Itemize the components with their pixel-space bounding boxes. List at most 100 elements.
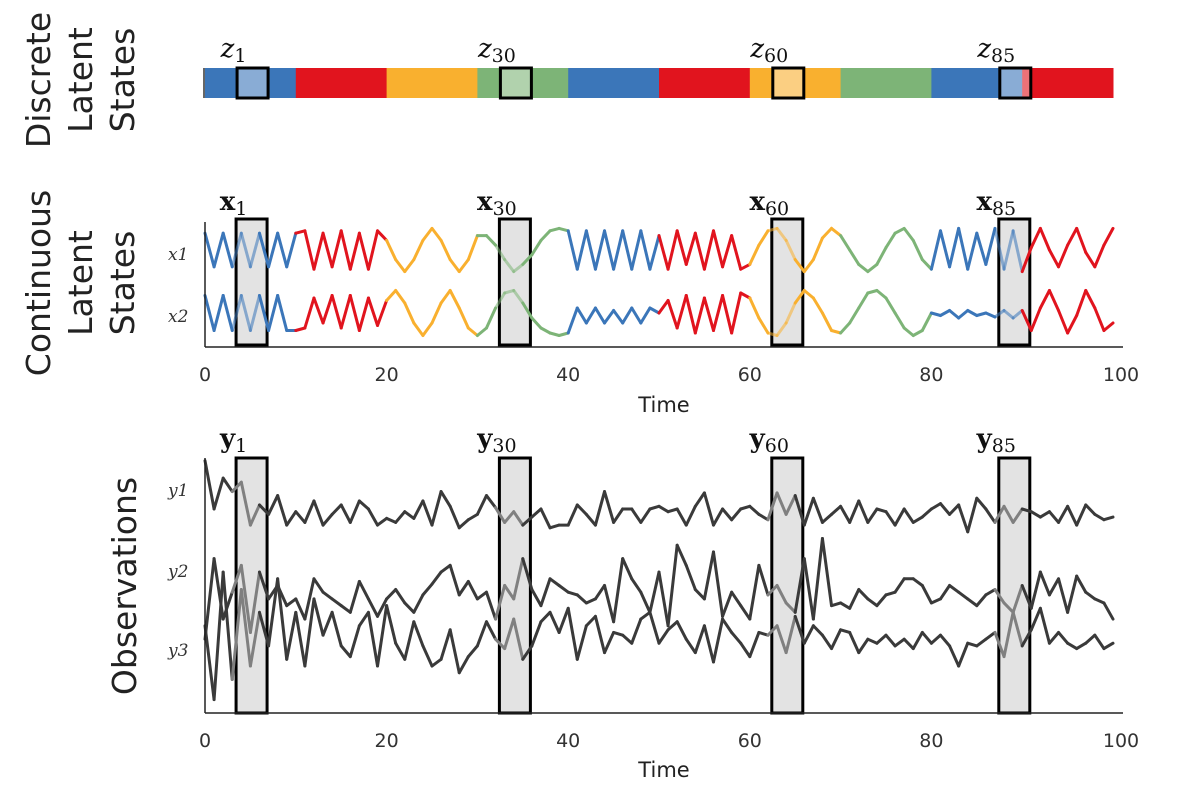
x-label-subscript-85: 85 — [992, 198, 1016, 220]
y1-segment-71 — [848, 499, 861, 524]
x2-segment-0 — [203, 294, 216, 332]
x1-segment-49 — [648, 234, 661, 271]
y3-segment-83 — [957, 641, 970, 668]
x1-segment-63 — [775, 226, 788, 242]
x2-segment-70 — [839, 321, 852, 335]
y2-segment-85 — [975, 593, 988, 608]
y3-segment-13 — [321, 610, 334, 637]
x2-segment-78 — [911, 329, 924, 337]
x1-segment-27 — [448, 258, 461, 274]
x1-segment-53 — [684, 231, 697, 266]
z-label-subscript-1: 1 — [234, 45, 246, 67]
y2-segment-21 — [394, 588, 407, 605]
y2-segment-67 — [811, 537, 824, 621]
y3-segment-48 — [639, 610, 652, 621]
x1-segment-90 — [1020, 246, 1033, 274]
x1-segment-12 — [312, 231, 325, 271]
y3-segment-32 — [494, 637, 507, 651]
observations-x-tick-60: 60 — [738, 730, 762, 752]
x2-segment-13 — [321, 294, 334, 325]
observations-x-tick-40: 40 — [556, 730, 580, 752]
y1-segment-66 — [802, 496, 815, 527]
x1-segment-92 — [1038, 226, 1051, 252]
y1-segment-92 — [1038, 510, 1051, 519]
x1-segment-24 — [421, 226, 434, 242]
x2-segment-55 — [702, 296, 715, 332]
y1-segment-41 — [575, 503, 588, 516]
y2-segment-30 — [475, 590, 488, 601]
y3-segment-84 — [966, 641, 979, 648]
x2-segment-15 — [339, 294, 352, 330]
x-label-symbol-30: x — [477, 187, 493, 217]
y3-segment-80 — [929, 633, 942, 645]
y1-segment-86 — [984, 507, 997, 524]
x1-segment-29 — [466, 234, 479, 262]
y3-segment-19 — [376, 604, 389, 668]
state-segment-3 — [386, 68, 478, 98]
z-window-label-85: z85 — [976, 34, 1015, 67]
x2-segment-16 — [348, 294, 361, 332]
x1-segment-25 — [430, 226, 443, 242]
y1-segment-32 — [494, 506, 507, 524]
x2-segment-56 — [711, 294, 725, 332]
x2-segment-65 — [793, 289, 806, 305]
y1-segment-26 — [439, 490, 452, 508]
x2-segment-47 — [630, 306, 643, 325]
z-label-subscript-85: 85 — [991, 45, 1015, 67]
y3-segment-95 — [1066, 641, 1079, 651]
y-label-symbol-60: y — [749, 424, 766, 454]
y2-segment-6 — [257, 570, 271, 601]
discrete-states-panel: z1 z30 z60 z85 — [203, 34, 1114, 100]
y2-segment-33 — [503, 584, 516, 601]
y3-segment-3 — [230, 588, 243, 681]
y2-segment-38 — [548, 577, 561, 587]
y3-segment-91 — [1029, 606, 1042, 632]
y1-segment-54 — [693, 491, 706, 508]
x1-segment-88 — [1002, 229, 1015, 271]
discrete-label-line-3: States — [103, 28, 142, 133]
y1-segment-11 — [303, 499, 316, 524]
x2-segment-51 — [666, 299, 679, 330]
y1-segment-53 — [684, 504, 697, 527]
y3-segment-73 — [866, 637, 879, 645]
x1-segment-71 — [848, 248, 861, 266]
y3-segment-64 — [784, 614, 797, 655]
y3-segment-30 — [475, 620, 488, 648]
x1-segment-89 — [1011, 229, 1024, 274]
y1-segment-69 — [830, 504, 843, 516]
y3-segment-34 — [512, 617, 525, 661]
y1-segment-82 — [948, 503, 961, 516]
x2-segment-35 — [521, 301, 534, 320]
y2-segment-78 — [911, 577, 924, 587]
y2-segment-37 — [539, 577, 552, 608]
x1-segment-94 — [1057, 243, 1070, 269]
x2-segment-80 — [929, 311, 942, 317]
y3-segment-24 — [421, 644, 434, 668]
y2-segment-0 — [203, 557, 216, 641]
x1-segment-74 — [875, 246, 888, 266]
state-segment-5 — [568, 68, 660, 98]
x1-segment-99 — [1102, 226, 1115, 247]
y2-segment-41 — [575, 593, 588, 605]
y3-segment-41 — [575, 624, 588, 661]
x1-segment-67 — [811, 236, 824, 262]
x2-segment-79 — [920, 311, 933, 332]
var-label-y2: y2 — [167, 562, 188, 582]
z-window-label-30: z30 — [477, 34, 516, 67]
state-segment-7 — [749, 68, 842, 98]
x2-segment-22 — [403, 301, 416, 325]
y3-segment-54 — [693, 624, 706, 655]
x2-segment-6 — [257, 294, 271, 332]
y3-segment-81 — [938, 633, 952, 648]
y1-segment-94 — [1057, 504, 1070, 524]
y3-segment-39 — [557, 606, 570, 634]
y2-segment-74 — [875, 593, 888, 608]
x1-segment-60 — [748, 243, 761, 266]
x1-segment-59 — [739, 262, 752, 271]
x2-segment-72 — [857, 291, 870, 310]
y2-segment-9 — [285, 597, 298, 608]
y1-segment-43 — [593, 490, 607, 527]
observations-label: Observations — [105, 477, 144, 695]
y1-segment-1 — [212, 476, 225, 511]
